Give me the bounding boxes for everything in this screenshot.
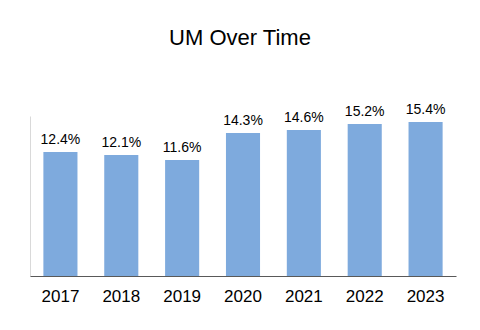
x-tick-label: 2021: [285, 287, 323, 306]
bar: [104, 155, 138, 276]
data-label: 14.6%: [284, 109, 324, 125]
x-tick-label: 2022: [346, 287, 384, 306]
bar: [226, 133, 260, 276]
chart-title: UM Over Time: [169, 25, 311, 50]
data-label: 14.3%: [223, 112, 263, 128]
data-label: 12.4%: [41, 131, 81, 147]
y-axis-line: [30, 117, 31, 277]
chart: UM Over Time 2017 2018 2019 2020 2021 2022 2023…: [0, 0, 480, 330]
data-label: 15.4%: [406, 101, 446, 117]
data-labels: 12.4% 12.1% 11.6% 14.3% 14.6% 15.2% 15.4%: [41, 101, 446, 155]
x-tick: 2018: [102, 287, 140, 306]
x-tick: 2020: [224, 287, 262, 306]
x-tick: 2021: [285, 287, 323, 306]
data-label: 15.2%: [345, 103, 385, 119]
x-tick: 2019: [163, 287, 201, 306]
bar: [409, 122, 443, 276]
x-tick-label: 2020: [224, 287, 262, 306]
bar: [43, 152, 77, 276]
x-tick: 2023: [407, 287, 445, 306]
x-axis-line: [31, 276, 457, 277]
bar: [165, 160, 199, 276]
bar: [287, 130, 321, 276]
data-label: 12.1%: [101, 134, 141, 150]
x-axis: 2017 2018 2019 2020 2021 2022 2023: [31, 277, 457, 307]
bars: [43, 122, 442, 276]
data-label: 11.6%: [163, 139, 202, 155]
x-tick: 2022: [346, 287, 384, 306]
x-tick-label: 2019: [163, 287, 201, 306]
y-axis: [30, 117, 31, 277]
background: [0, 0, 480, 330]
x-tick-label: 2017: [42, 287, 80, 306]
bar: [348, 124, 382, 276]
x-tick-label: 2018: [102, 287, 140, 306]
x-tick-label: 2023: [407, 287, 445, 306]
x-tick: 2017: [42, 287, 80, 306]
